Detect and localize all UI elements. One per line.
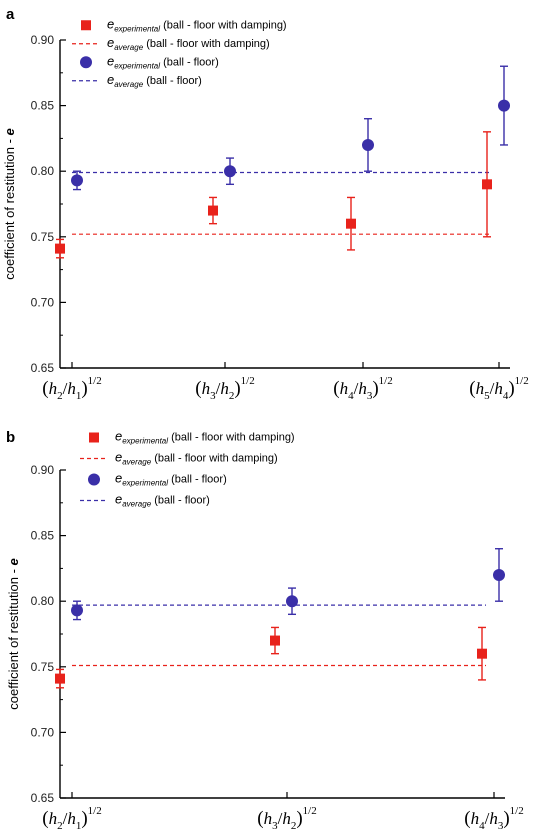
legend-square-marker — [89, 432, 99, 443]
legend-item: eaverage (ball - floor with damping) — [80, 450, 278, 467]
x-tick-label: (h4/h3)1/2 — [464, 805, 523, 832]
legend-circle-marker — [88, 473, 100, 486]
legend-label: eaverage (ball - floor) — [115, 492, 210, 509]
legend-label: eexperimental (ball - floor with damping… — [107, 16, 287, 33]
legend-box — [78, 15, 332, 91]
data-point-floor — [493, 568, 505, 581]
legend-label: eexperimental (ball - floor) — [115, 471, 227, 488]
data-point-floor — [362, 138, 374, 151]
data-point-damping — [482, 179, 492, 190]
y-tick-label: 0.70 — [31, 725, 55, 739]
legend-item: eaverage (ball - floor) — [72, 72, 202, 89]
legend-label: eaverage (ball - floor with damping) — [115, 450, 278, 467]
y-tick-label: 0.65 — [31, 361, 55, 375]
legend-item: eexperimental (ball - floor) — [88, 471, 227, 488]
panel-label: a — [6, 6, 15, 23]
x-tick-label: (h5/h4)1/2 — [469, 375, 528, 402]
legend-label: eexperimental (ball - floor) — [107, 53, 219, 70]
y-tick-label: 0.75 — [31, 660, 55, 674]
legend: eexperimental (ball - floor with damping… — [78, 426, 332, 512]
data-point-damping — [55, 243, 65, 254]
legend-item: eaverage (ball - floor with damping) — [72, 35, 270, 52]
data-point-floor — [286, 595, 298, 608]
legend-item: eexperimental (ball - floor with damping… — [81, 16, 287, 33]
x-tick-label: (h3/h2)1/2 — [257, 805, 316, 832]
data-point-damping — [477, 648, 487, 659]
chart-panel-a: a 0.65 0.70 0.75 0.80 0.85 0.90 coefficient of … — [2, 6, 529, 402]
y-tick-label: 0.85 — [31, 529, 55, 543]
x-tick-label: (h4/h3)1/2 — [333, 375, 392, 402]
data-point-damping — [55, 673, 65, 684]
legend-item: eexperimental (ball - floor with damping… — [89, 429, 295, 446]
x-tick-label: (h2/h1)1/2 — [42, 805, 101, 832]
y-tick-label: 0.80 — [31, 594, 55, 608]
legend-square-marker — [81, 20, 91, 31]
y-tick-label: 0.65 — [31, 791, 55, 805]
y-tick-label: 0.80 — [31, 164, 55, 178]
y-tick-label: 0.90 — [31, 463, 55, 477]
x-tick-label: (h3/h2)1/2 — [195, 375, 254, 402]
legend-circle-marker — [80, 56, 92, 69]
data-point-floor — [71, 174, 83, 187]
panel-label: b — [6, 429, 15, 446]
x-tick-label: (h2/h1)1/2 — [42, 375, 101, 402]
chart-panel-b: b 0.65 0.70 0.75 0.80 0.85 0.90 coefficient of … — [6, 426, 524, 832]
legend-item: eaverage (ball - floor) — [80, 492, 210, 509]
legend: eexperimental (ball - floor with damping… — [72, 15, 332, 91]
data-point-damping — [208, 205, 218, 216]
y-axis-title: coefficient of restitution - e — [2, 128, 17, 280]
data-point-floor — [224, 165, 236, 178]
data-point-floor — [498, 99, 510, 112]
legend-label: eaverage (ball - floor with damping) — [107, 35, 270, 52]
y-tick-label: 0.85 — [31, 99, 55, 113]
data-point-damping — [346, 218, 356, 229]
y-tick-label: 0.70 — [31, 295, 55, 309]
legend-item: eexperimental (ball - floor) — [80, 53, 219, 70]
data-point-damping — [270, 635, 280, 646]
y-tick-label: 0.75 — [31, 230, 55, 244]
legend-label: eaverage (ball - floor) — [107, 72, 202, 89]
legend-label: eexperimental (ball - floor with damping… — [115, 429, 295, 446]
y-axis-title: coefficient of restitution - e — [6, 558, 21, 710]
y-tick-label: 0.90 — [31, 33, 55, 47]
legend-box — [78, 426, 332, 512]
data-point-floor — [71, 604, 83, 617]
